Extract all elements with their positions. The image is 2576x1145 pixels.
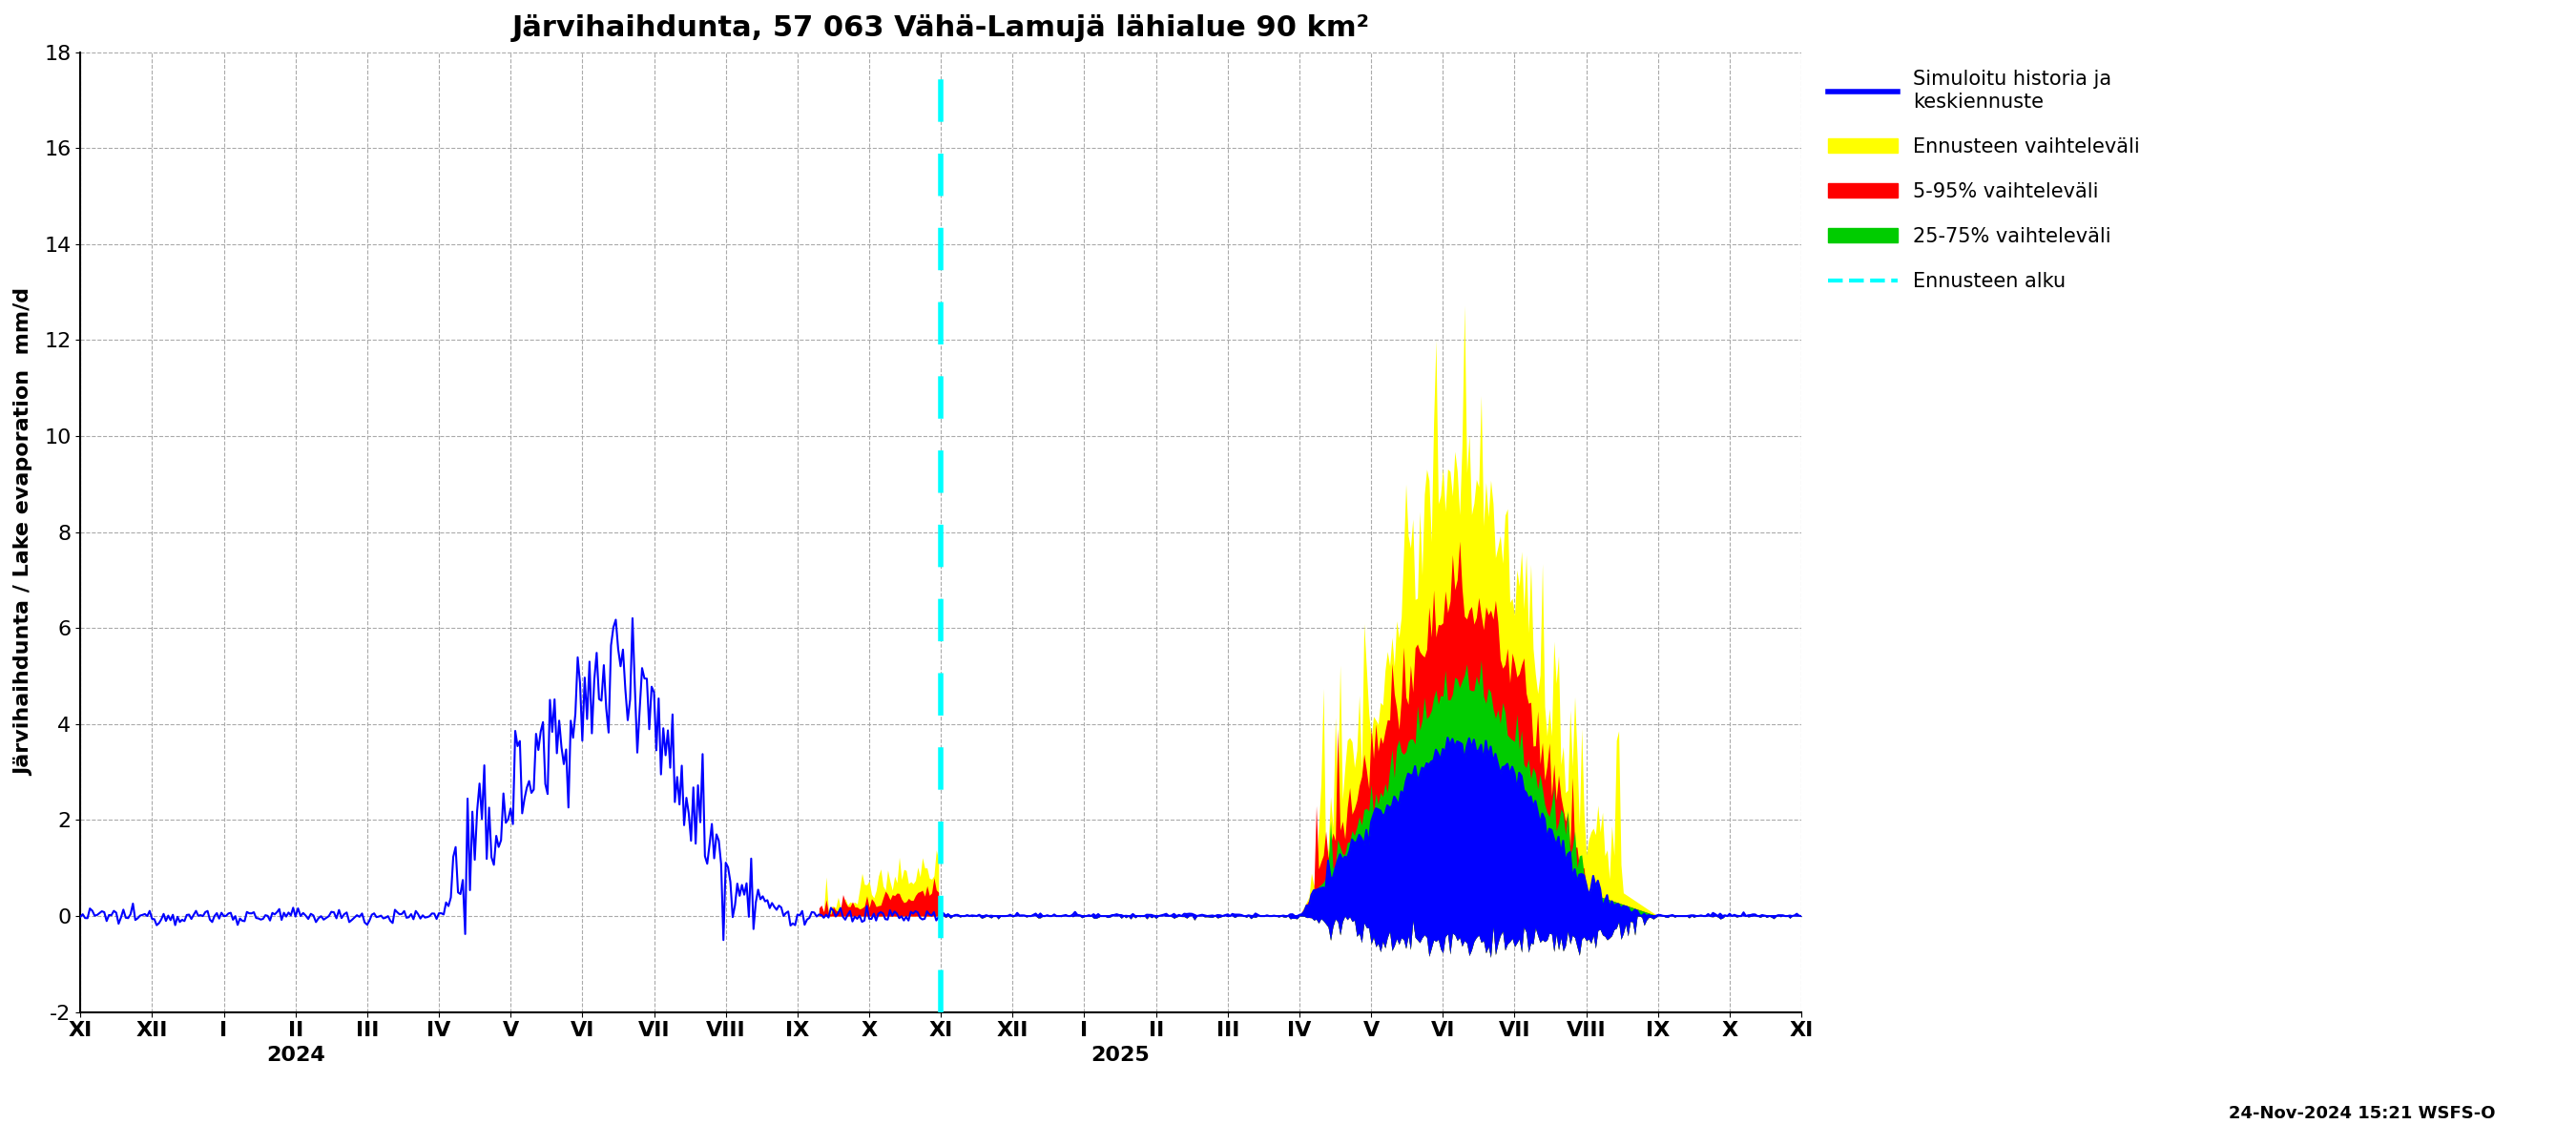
- Text: 2025: 2025: [1090, 1045, 1149, 1065]
- Legend: Simuloitu historia ja
keskiennuste, Ennusteen vaihteleväli, 5-95% vaihteleväli, : Simuloitu historia ja keskiennuste, Ennu…: [1821, 62, 2148, 299]
- Y-axis label: Järvihaihdunta / Lake evaporation  mm/d: Järvihaihdunta / Lake evaporation mm/d: [15, 289, 33, 776]
- Title: Järvihaihdunta, 57 063 Vähä-Lamujä lähialue 90 km²: Järvihaihdunta, 57 063 Vähä-Lamujä lähia…: [513, 14, 1370, 42]
- Text: 24-Nov-2024 15:21 WSFS-O: 24-Nov-2024 15:21 WSFS-O: [2228, 1105, 2496, 1122]
- Text: 2024: 2024: [265, 1045, 325, 1065]
